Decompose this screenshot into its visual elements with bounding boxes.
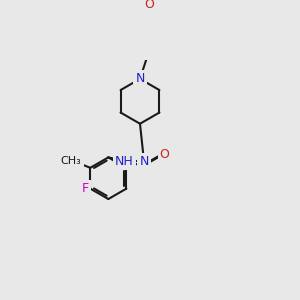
Text: O: O: [145, 0, 154, 11]
Text: N: N: [135, 72, 145, 86]
Text: F: F: [82, 182, 89, 195]
Text: N: N: [139, 155, 149, 168]
Text: CH₃: CH₃: [61, 156, 81, 167]
Text: NH: NH: [115, 155, 134, 168]
Text: O: O: [160, 148, 170, 161]
